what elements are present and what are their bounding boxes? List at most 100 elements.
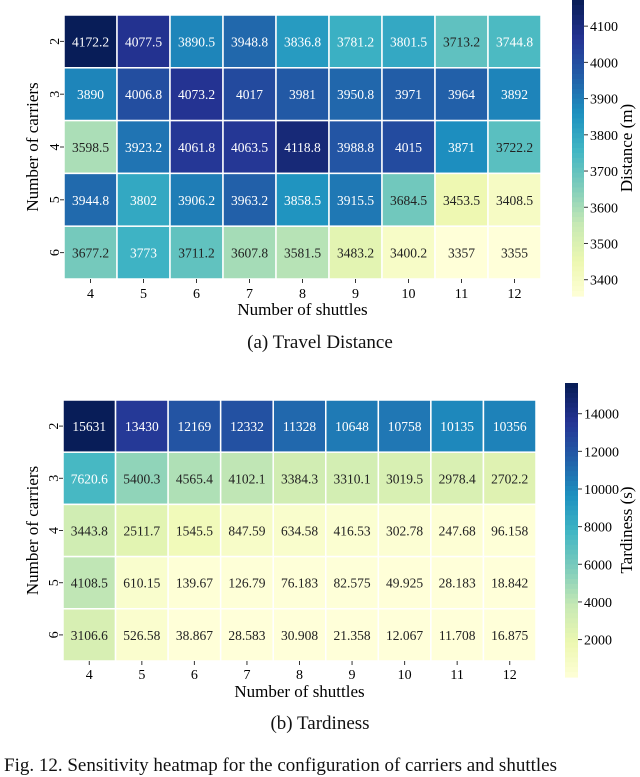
colorbar-segment bbox=[565, 471, 578, 477]
colorbar-segment bbox=[565, 554, 578, 560]
heatmap-cell bbox=[167, 555, 222, 610]
colorbar-segment bbox=[572, 4, 584, 11]
colorbar-segment bbox=[565, 662, 578, 668]
colorbar-segment bbox=[565, 530, 578, 536]
cell-label: 3400.2 bbox=[390, 246, 427, 261]
heatmap-cell bbox=[272, 451, 327, 506]
heatmap-cell bbox=[482, 503, 537, 558]
cell-label: 3950.8 bbox=[337, 87, 374, 102]
colorbar-segment bbox=[572, 256, 584, 263]
colorbar-segment bbox=[565, 407, 578, 413]
cell-label: 126.79 bbox=[228, 576, 265, 591]
heatmap-cell bbox=[482, 608, 537, 662]
colorbar-segment bbox=[572, 187, 584, 193]
colorbar-segment bbox=[572, 182, 584, 189]
colorbar-segment bbox=[565, 485, 578, 492]
cell-label: 3355 bbox=[501, 246, 528, 261]
colorbar-segment bbox=[565, 451, 578, 458]
colorbar-segment bbox=[572, 34, 584, 41]
heatmap-cell bbox=[434, 14, 489, 69]
colorbar-segment bbox=[572, 98, 584, 105]
y-tick-label: 5 bbox=[47, 579, 62, 586]
cell-label: 28.183 bbox=[439, 576, 476, 591]
cell-label: 3988.8 bbox=[337, 140, 374, 155]
colorbar-segment bbox=[572, 44, 584, 50]
x-axis-label: Number of shuttles bbox=[237, 300, 367, 319]
colorbar-segment bbox=[565, 559, 578, 565]
cell-label: 847.59 bbox=[228, 524, 265, 539]
colorbar-segment bbox=[572, 251, 584, 258]
y-axis-label: Number of carriers bbox=[23, 82, 42, 211]
cell-label: 4061.8 bbox=[178, 140, 215, 155]
cell-label: 1545.5 bbox=[176, 524, 213, 539]
colorbar-segment bbox=[572, 261, 584, 267]
cell-label: 11328 bbox=[283, 419, 316, 434]
cell-label: 3722.2 bbox=[496, 140, 533, 155]
cell-label: 3923.2 bbox=[125, 140, 162, 155]
y-tick-label: 4 bbox=[48, 144, 63, 151]
heatmap-cell bbox=[487, 225, 542, 280]
colorbar-segment bbox=[572, 113, 584, 119]
heatmap-cell bbox=[63, 225, 118, 280]
colorbar-segment bbox=[572, 197, 584, 203]
heatmap-cell bbox=[114, 451, 169, 506]
x-tick-label: 6 bbox=[191, 668, 198, 683]
cell-label: 13430 bbox=[125, 419, 159, 434]
colorbar-segment bbox=[572, 54, 584, 60]
colorbar-segment bbox=[565, 441, 578, 448]
colorbar-segment bbox=[565, 412, 578, 418]
cell-label: 96.158 bbox=[491, 524, 528, 539]
colorbar-segment bbox=[565, 564, 578, 570]
colorbar-segment bbox=[572, 212, 584, 218]
colorbar-label: Distance (m) bbox=[617, 104, 636, 192]
cell-label: 21.358 bbox=[333, 628, 370, 643]
colorbar-segment bbox=[572, 88, 584, 95]
colorbar-segment bbox=[572, 167, 584, 174]
y-tick-label: 3 bbox=[47, 475, 62, 482]
cell-label: 3773 bbox=[130, 246, 157, 261]
x-tick-label: 11 bbox=[455, 287, 468, 302]
heatmap-cell bbox=[487, 172, 542, 227]
colorbar-segment bbox=[572, 59, 584, 65]
heatmap-cell bbox=[116, 172, 171, 227]
colorbar-segment bbox=[565, 436, 578, 443]
heatmap-cell bbox=[487, 119, 542, 175]
x-tick-label: 9 bbox=[349, 668, 356, 683]
colorbar-segment bbox=[565, 628, 578, 634]
colorbar-tick-label: 2000 bbox=[584, 634, 612, 649]
cell-label: 3713.2 bbox=[443, 34, 480, 49]
colorbar-segment bbox=[565, 647, 578, 654]
colorbar-segment bbox=[572, 162, 584, 169]
colorbar-segment bbox=[565, 583, 578, 590]
cell-label: 3781.2 bbox=[337, 34, 374, 49]
colorbar-segment bbox=[565, 481, 578, 487]
y-tick-label: 5 bbox=[48, 196, 63, 203]
colorbar-segment bbox=[565, 539, 578, 546]
colorbar-segment bbox=[572, 74, 584, 80]
cell-label: 4017 bbox=[236, 87, 263, 102]
colorbar-segment bbox=[565, 672, 578, 678]
figure-caption: Fig. 12. Sensitivity heatmap for the con… bbox=[4, 755, 557, 776]
colorbar-tick-label: 12000 bbox=[584, 445, 619, 460]
heatmap-cell bbox=[222, 172, 277, 227]
x-tick-label: 10 bbox=[402, 287, 416, 302]
heatmap-cell bbox=[430, 451, 485, 506]
heatmap-cell bbox=[62, 399, 117, 453]
cell-label: 10758 bbox=[388, 419, 422, 434]
heatmap-cell bbox=[325, 399, 380, 453]
cell-label: 4118.8 bbox=[284, 140, 321, 155]
colorbar-segment bbox=[572, 226, 584, 233]
colorbar-segment bbox=[572, 157, 584, 164]
colorbar-segment bbox=[565, 603, 578, 609]
cell-label: 416.53 bbox=[333, 524, 370, 539]
heatmap-cell bbox=[325, 451, 380, 506]
heatmap-cell bbox=[325, 503, 380, 558]
colorbar-segment bbox=[565, 422, 578, 428]
x-tick-label: 8 bbox=[296, 668, 303, 683]
cell-label: 18.842 bbox=[491, 576, 528, 591]
colorbar-tick-label: 4000 bbox=[584, 596, 612, 611]
colorbar-tick-label: 3800 bbox=[590, 129, 618, 144]
colorbar-segment bbox=[572, 64, 584, 70]
cell-label: 3801.5 bbox=[390, 34, 427, 49]
cell-label: 3915.5 bbox=[337, 193, 374, 208]
